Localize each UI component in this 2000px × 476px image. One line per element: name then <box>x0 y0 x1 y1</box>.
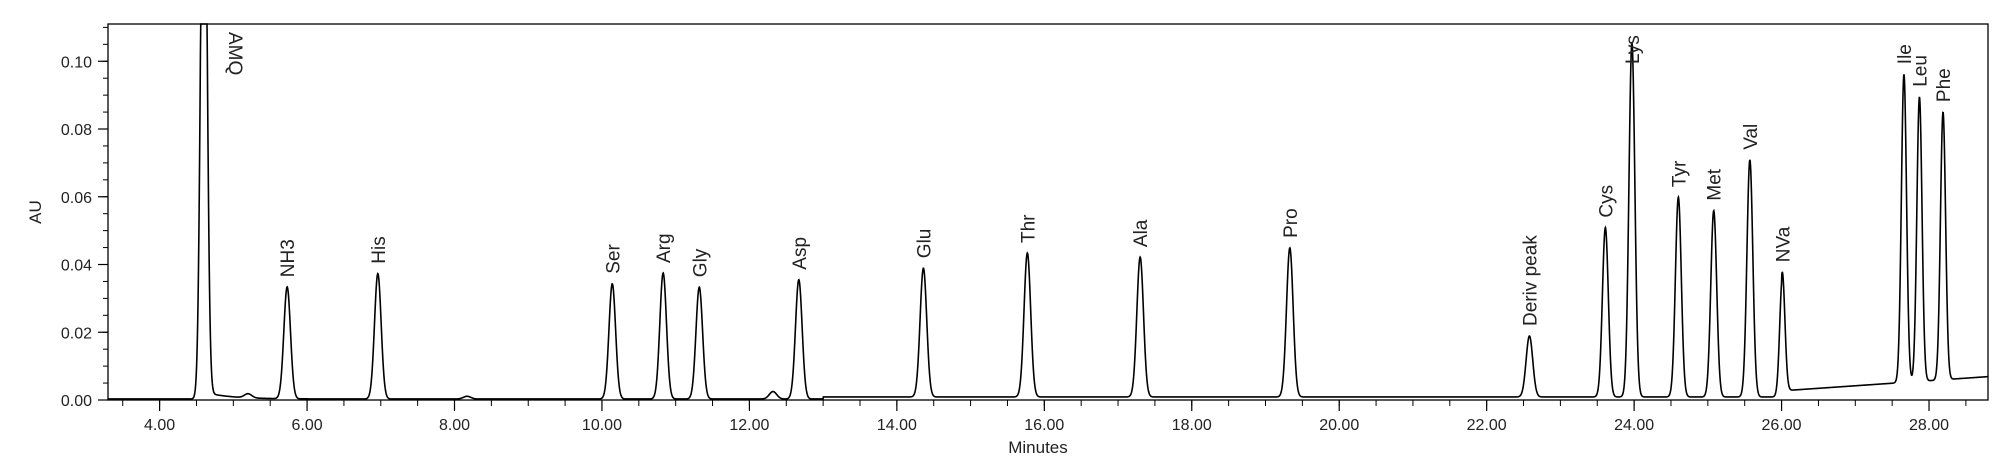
peak-label-asp: Asp <box>790 237 811 270</box>
x-tick-label: 4.00 <box>144 417 175 434</box>
peak-label-glu: Glu <box>914 229 935 259</box>
y-tick-label: 0.08 <box>61 122 92 139</box>
x-tick-label: 8.00 <box>439 417 470 434</box>
peak-labels: AMQ NH3 His Ser Arg Gly Asp Glu Thr Ala Pro Deriv p… <box>224 32 1955 326</box>
chromatogram-trace <box>108 23 1989 400</box>
x-tick-label: 22.00 <box>1467 417 1507 434</box>
peak-label-val: Val <box>1741 124 1762 150</box>
peak-label-nh3: NH3 <box>278 239 299 277</box>
x-tick-label: 16.00 <box>1024 417 1064 434</box>
peak-label-arg: Arg <box>654 233 675 263</box>
peak-label-his: His <box>369 236 390 263</box>
x-tick-label: 18.00 <box>1172 417 1212 434</box>
peak-label-thr: Thr <box>1018 214 1039 243</box>
peak-label-deriv-peak: Deriv peak <box>1520 235 1541 326</box>
peak-label-leu: Leu <box>1910 55 1931 87</box>
x-tick-label: 6.00 <box>291 417 322 434</box>
x-tick-label: 24.00 <box>1614 417 1654 434</box>
y-tick-label: 0.06 <box>61 190 92 207</box>
peak-label-ala: Ala <box>1131 219 1152 247</box>
peak-label-met: Met <box>1705 168 1726 200</box>
peak-label-cys: Cys <box>1596 185 1617 218</box>
y-tick-label: 0.00 <box>61 393 92 410</box>
y-axis-label: AU <box>26 200 45 224</box>
peak-label-lys: Lys <box>1623 35 1644 64</box>
peak-label-gly: Gly <box>690 248 711 277</box>
peak-label-tyr: Tyr <box>1669 160 1690 187</box>
x-axis-label: Minutes <box>1008 438 1068 457</box>
axes <box>107 23 1989 401</box>
axis-ticks <box>98 26 1967 411</box>
y-tick-label: 0.02 <box>61 325 92 342</box>
peak-label-phe: Phe <box>1934 68 1955 102</box>
y-tick-label: 0.04 <box>61 258 92 275</box>
peak-label-ser: Ser <box>603 244 624 274</box>
peak-label-nva: NVa <box>1773 226 1794 262</box>
peak-label-pro: Pro <box>1281 208 1302 238</box>
peak-label-ile: Ile <box>1895 44 1916 64</box>
x-tick-label: 12.00 <box>729 417 769 434</box>
peak-label-amq: AMQ <box>224 32 245 75</box>
x-tick-label: 20.00 <box>1319 417 1359 434</box>
x-tick-label: 28.00 <box>1909 417 1949 434</box>
x-tick-label: 26.00 <box>1762 417 1802 434</box>
axis-tick-labels: 4.00 6.00 8.00 10.00 12.00 14.00 16.00 18.00 20.… <box>61 54 1949 434</box>
x-tick-label: 10.00 <box>582 417 622 434</box>
x-tick-label: 14.00 <box>877 417 917 434</box>
plot-frame <box>107 23 1989 401</box>
y-tick-label: 0.10 <box>61 54 92 71</box>
